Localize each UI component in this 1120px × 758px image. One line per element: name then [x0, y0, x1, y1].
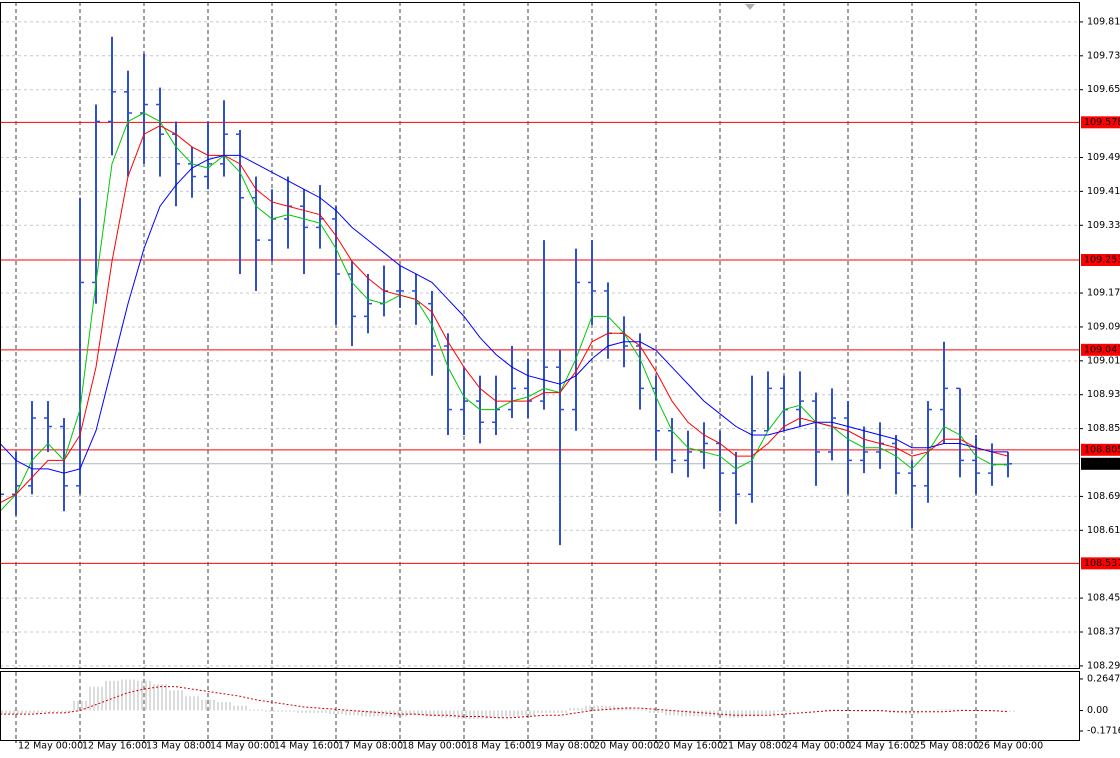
y-tick-label: 109.175 [1087, 288, 1120, 299]
indicator-pane [0, 672, 1015, 740]
current-price-label: 108.772 [1084, 458, 1120, 469]
level-label: 109.041 [1084, 344, 1120, 355]
x-tick-label: 14 May 16:00 [274, 741, 339, 752]
level-label: 109.253 [1084, 255, 1120, 266]
y-tick-label: 108.695 [1087, 491, 1120, 502]
y-tick-label: 108.935 [1087, 389, 1120, 400]
x-tick-label: 20 May 00:00 [594, 741, 659, 752]
level-label-box [1081, 116, 1120, 129]
signal-line [0, 686, 1009, 719]
x-tick-label: 12 May 16:00 [82, 741, 147, 752]
y-tick-label: 109.095 [1087, 321, 1120, 332]
x-tick-label: 26 May 00:00 [978, 741, 1043, 752]
y-tick-label: 109.815 [1087, 16, 1120, 27]
x-tick-label: 12 May 00:00 [18, 741, 83, 752]
main-frame [0, 2, 1080, 669]
indicator-tick-label: -0.1716 [1087, 726, 1120, 737]
level-label-box [1081, 254, 1120, 267]
y-tick-label: 108.375 [1087, 626, 1120, 637]
x-tick-label: 18 May 00:00 [402, 741, 467, 752]
y-tick-label: 108.615 [1087, 525, 1120, 536]
y-tick-label: 109.015 [1087, 355, 1120, 366]
y-tick-label: 109.415 [1087, 186, 1120, 197]
level-label-box [1081, 443, 1120, 456]
axes: 109.815 109.735 109.655 109.495 109.415 109.3… [15, 16, 1120, 752]
level-label-box [1081, 557, 1120, 570]
moving-average [0, 154, 1008, 474]
x-tick-label: 17 May 08:00 [338, 741, 403, 752]
indicator-tick-label: 0.00 [1087, 705, 1108, 716]
y-tick-label: 109.495 [1087, 152, 1120, 163]
moving-average [0, 112, 1008, 512]
y-tick-label: 109.655 [1087, 84, 1120, 95]
x-tick-label: 13 May 08:00 [146, 741, 211, 752]
shift-marker [745, 4, 755, 10]
current-price-box [1081, 457, 1120, 470]
x-tick-label: 19 May 08:00 [530, 741, 595, 752]
level-label: 109.578 [1084, 117, 1120, 128]
level-label: 108.805 [1084, 444, 1120, 455]
main-pane [0, 2, 1080, 668]
x-tick-label: 21 May 08:00 [722, 741, 787, 752]
y-tick-label: 109.735 [1087, 50, 1120, 61]
level-label-box [1081, 343, 1120, 356]
y-tick-label: 109.335 [1087, 220, 1120, 231]
x-tick-label: 18 May 16:00 [466, 741, 531, 752]
indicator-tick-label: 0.2647 [1087, 673, 1120, 684]
y-tick-label: 108.295 [1087, 660, 1120, 671]
level-label: 108.537 [1084, 558, 1120, 569]
x-tick-label: 24 May 00:00 [786, 741, 851, 752]
y-tick-label: 108.855 [1087, 423, 1120, 434]
y-tick-label: 108.455 [1087, 593, 1120, 604]
x-tick-label: 25 May 08:00 [914, 741, 979, 752]
moving-average [0, 125, 1009, 504]
x-tick-label: 24 May 16:00 [850, 741, 915, 752]
x-tick-label: 14 May 00:00 [210, 741, 275, 752]
indicator-frame [0, 671, 1080, 741]
x-tick-label: 20 May 16:00 [658, 741, 723, 752]
